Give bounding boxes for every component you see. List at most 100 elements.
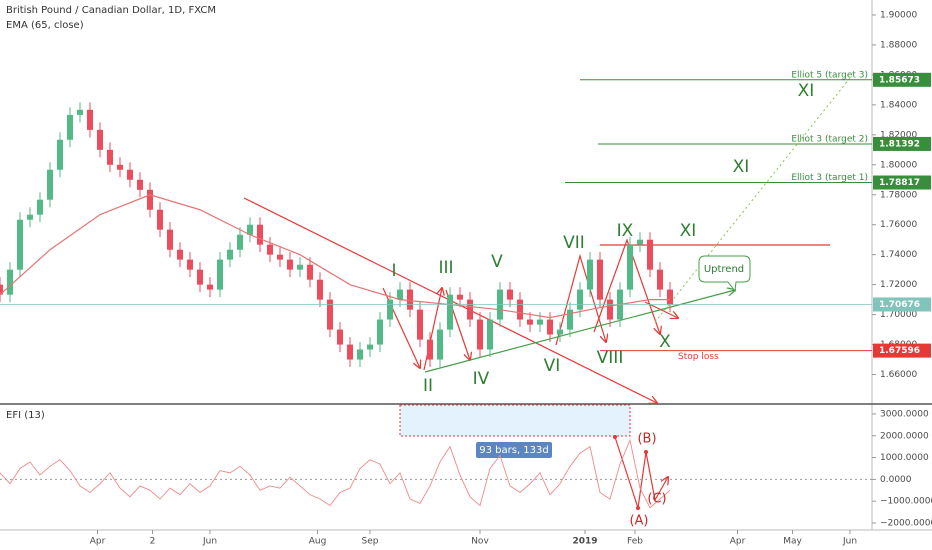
candle-body xyxy=(37,199,43,215)
wave-label: III xyxy=(438,258,453,278)
level-text: Elliot 5 (target 3) xyxy=(791,70,868,80)
y-tick-label: 1.72000 xyxy=(880,280,917,290)
y-tick-label: 1.70000 xyxy=(880,310,917,320)
wave-label: XI xyxy=(680,221,697,241)
y-tick-label: 1.84000 xyxy=(880,100,917,110)
candle-body xyxy=(107,149,113,165)
candle-body xyxy=(77,109,83,115)
candle-body xyxy=(547,319,553,335)
wave-label: X xyxy=(659,332,671,352)
candle-body xyxy=(187,259,193,270)
candle-body xyxy=(27,214,33,220)
candle-body xyxy=(627,244,633,290)
candle-body xyxy=(87,109,93,130)
wave-label: (A) xyxy=(629,514,648,529)
x-tick-label: Apr xyxy=(90,537,106,547)
price-label-bg xyxy=(873,72,931,87)
x-tick-label: Jun xyxy=(202,537,217,547)
measure-label: 93 bars, 133d xyxy=(479,445,549,456)
candle-body xyxy=(357,349,363,360)
y-tick-label: 1.76000 xyxy=(880,220,917,230)
candle-body xyxy=(367,344,373,350)
candle-body xyxy=(557,329,563,335)
candle-body xyxy=(657,269,663,290)
candle-body xyxy=(227,249,233,260)
x-tick-label: Aug xyxy=(309,537,327,547)
candle-body xyxy=(667,289,673,305)
y-tick-label: 2000.0000 xyxy=(880,431,929,441)
level-text: Stop loss xyxy=(678,352,719,362)
x-tick-label: Feb xyxy=(627,537,643,547)
candle-body xyxy=(287,259,293,270)
chart-title: British Pound / Canadian Dollar, 1D, FXC… xyxy=(6,5,216,16)
wave-label: VIII xyxy=(597,348,624,368)
measure-box xyxy=(399,404,631,437)
abc-point xyxy=(613,435,617,439)
price-label: 1.67596 xyxy=(879,346,920,356)
y-tick-label: 1.66000 xyxy=(880,370,917,380)
price-label: 1.85673 xyxy=(879,75,920,85)
candle-body xyxy=(487,319,493,350)
y-tick-label: 1.88000 xyxy=(880,40,917,50)
candle-body xyxy=(197,269,203,285)
candle-body xyxy=(157,209,163,230)
candle-body xyxy=(517,299,523,320)
candle-body xyxy=(477,319,483,350)
wave-label: I xyxy=(391,261,396,281)
candle-body xyxy=(337,329,343,345)
price-label-bg xyxy=(873,343,931,358)
candle-body xyxy=(647,239,653,270)
candle-body xyxy=(607,299,613,320)
candle-body xyxy=(597,259,603,300)
y-tick-label: 1.82000 xyxy=(880,130,917,140)
candle-body xyxy=(467,299,473,320)
candle-body xyxy=(127,169,133,180)
efi-line xyxy=(0,438,671,509)
candle-body xyxy=(327,299,333,330)
x-tick-label: Sep xyxy=(362,537,379,547)
candle-body xyxy=(277,254,283,260)
wave-label: IV xyxy=(473,369,490,389)
candle-body xyxy=(427,339,433,360)
ema-line xyxy=(0,194,670,319)
candle-body xyxy=(117,164,123,170)
wave-arrow xyxy=(593,238,660,334)
candle-body xyxy=(437,329,443,360)
y-tick-label: 3000.0000 xyxy=(880,409,929,419)
indicator-name: EMA (65, close) xyxy=(6,20,84,31)
candle-body xyxy=(567,309,573,330)
wave-label: II xyxy=(423,376,433,396)
candle-body xyxy=(447,294,453,330)
candle-body xyxy=(397,289,403,300)
candle-body xyxy=(537,319,543,325)
y-tick-label: 1.80000 xyxy=(880,160,917,170)
x-tick-label: Jun xyxy=(842,537,857,547)
candle-body xyxy=(217,259,223,290)
candle-body xyxy=(237,234,243,250)
price-label: 1.70676 xyxy=(879,300,920,310)
candle-body xyxy=(57,139,63,170)
candle-body xyxy=(137,179,143,190)
wave-label: XI xyxy=(733,157,750,177)
wave-label: V xyxy=(491,252,503,272)
price-label: 1.78817 xyxy=(879,178,920,188)
uptrend-line xyxy=(424,290,735,373)
price-label: 1.81392 xyxy=(879,139,920,149)
candle-body xyxy=(307,264,313,280)
x-tick-label: Nov xyxy=(471,537,489,547)
abc-point xyxy=(644,450,648,454)
marks: 1.660001.680001.700001.720001.740001.760… xyxy=(0,10,932,547)
measure-label-bg xyxy=(476,442,552,458)
price-label-bg xyxy=(873,297,931,312)
candle-body xyxy=(47,169,53,200)
price-label-bg xyxy=(873,136,931,151)
x-tick-label: 2019 xyxy=(572,537,597,547)
candle-body xyxy=(7,269,13,295)
x-tick-label: 2 xyxy=(150,537,156,547)
y-tick-label: 1.74000 xyxy=(880,250,917,260)
price-label-bg xyxy=(873,175,931,190)
candle-body xyxy=(247,224,253,235)
candle-body xyxy=(577,289,583,310)
candle-body xyxy=(177,249,183,260)
